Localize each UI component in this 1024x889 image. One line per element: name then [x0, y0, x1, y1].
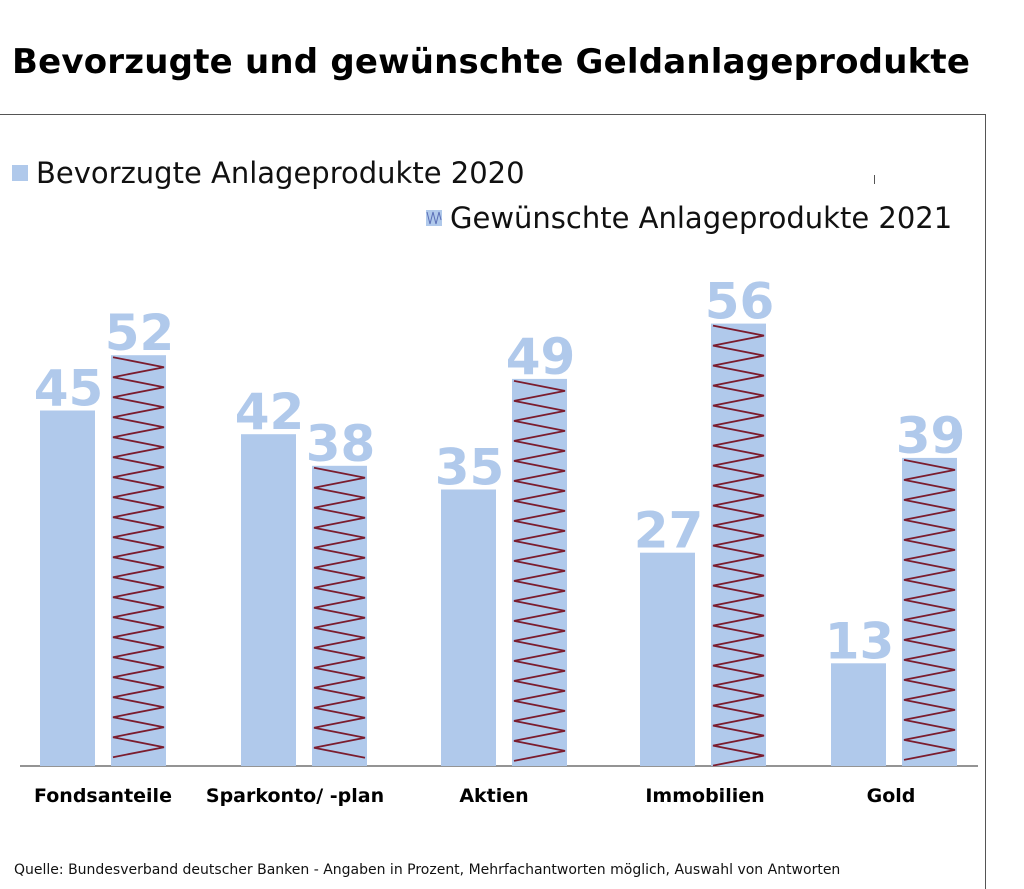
- bar-zigzag-pattern-2: [513, 380, 566, 762]
- legend-swatch-zigzag: [426, 210, 442, 226]
- bar-2020-3: [640, 552, 695, 766]
- value-label-2021-0: 52: [105, 304, 175, 362]
- value-label-2021-3: 56: [705, 273, 775, 331]
- value-label-2020-3: 27: [634, 502, 704, 560]
- legend-entry-2021: Gewünschte Anlageprodukte 2021: [426, 201, 952, 235]
- bar-2020-4: [831, 663, 886, 766]
- bar-zigzag-pattern-4: [903, 459, 956, 761]
- category-label-2: Aktien: [459, 785, 528, 807]
- bar-2020-1: [241, 434, 296, 766]
- legend-entry-2020: Bevorzugte Anlageprodukte 2020: [12, 156, 525, 190]
- bar-zigzag-pattern-0: [112, 356, 165, 759]
- chart-frame-top: [0, 114, 986, 115]
- value-label-2020-1: 42: [235, 383, 305, 441]
- category-label-0: Fondsanteile: [34, 785, 172, 807]
- legend-label-2020: Bevorzugte Anlageprodukte 2020: [36, 156, 525, 190]
- bar-2020-0: [40, 410, 95, 766]
- value-label-2021-4: 39: [896, 407, 966, 465]
- bar-2021-0: [111, 355, 166, 766]
- stray-tick-mark: [874, 175, 875, 184]
- category-label-3: Immobilien: [645, 785, 764, 807]
- legend-swatch-solid: [12, 165, 28, 181]
- category-label-1: Sparkonto/ -plan: [206, 785, 384, 807]
- bar-zigzag-pattern-1: [313, 466, 366, 759]
- value-label-2021-1: 38: [306, 415, 376, 473]
- legend-label-2021: Gewünschte Anlageprodukte 2021: [450, 201, 953, 235]
- value-label-2021-2: 49: [506, 328, 576, 386]
- chart-frame-right: [985, 114, 986, 889]
- category-label-4: Gold: [867, 785, 916, 807]
- bar-2020-2: [441, 489, 496, 766]
- value-label-2020-2: 35: [435, 439, 505, 497]
- chart-title: Bevorzugte und gewünschte Geldanlageprod…: [12, 42, 971, 82]
- source-note: Quelle: Bundesverband deutscher Banken -…: [14, 862, 841, 878]
- value-label-2020-4: 13: [825, 612, 895, 670]
- value-label-2020-0: 45: [34, 360, 104, 418]
- bar-zigzag-pattern-3: [712, 324, 765, 767]
